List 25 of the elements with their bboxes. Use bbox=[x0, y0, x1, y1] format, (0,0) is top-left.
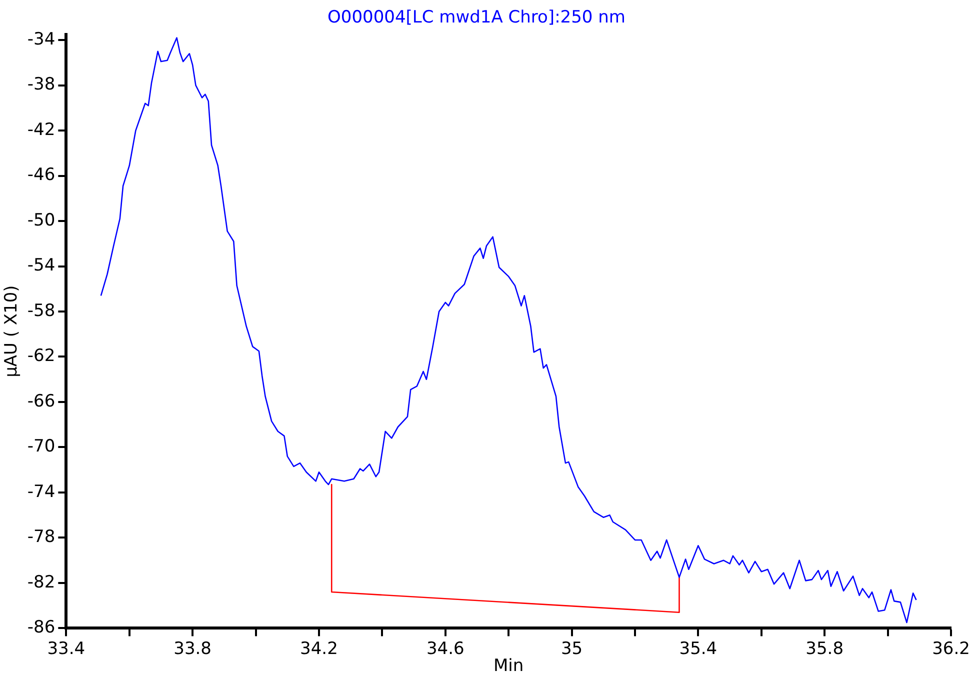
x-tick-label: 33.8 bbox=[174, 638, 212, 659]
y-tick-label: -74 bbox=[27, 482, 56, 502]
y-tick-label: -66 bbox=[27, 391, 56, 412]
y-tick-label: -86 bbox=[27, 618, 56, 638]
y-tick-label: -50 bbox=[27, 210, 56, 230]
y-tick-label: -42 bbox=[27, 120, 56, 140]
y-axis-title: µAU ( X10) bbox=[2, 285, 22, 378]
x-tick-label: 34.6 bbox=[426, 638, 464, 659]
y-tick-label: -54 bbox=[27, 256, 56, 276]
x-tick-label: 33.4 bbox=[47, 638, 86, 659]
x-axis-title: Min bbox=[493, 656, 524, 676]
y-tick-label: -34 bbox=[27, 29, 56, 50]
y-tick-label: -78 bbox=[27, 527, 56, 548]
y-tick-label: -58 bbox=[27, 300, 56, 321]
x-tick-label: 35 bbox=[560, 638, 583, 659]
y-tick-label: -38 bbox=[27, 74, 56, 95]
y-tick-label: -46 bbox=[27, 165, 56, 186]
chart-title: O000004[LC mwd1A Chro]:250 nm bbox=[328, 8, 626, 28]
x-tick-label: 34.2 bbox=[300, 638, 338, 659]
y-tick-label: -82 bbox=[27, 572, 56, 592]
x-tick-label: 36.2 bbox=[932, 638, 970, 659]
y-tick-label: -70 bbox=[27, 436, 56, 457]
y-tick-label: -62 bbox=[27, 346, 56, 366]
x-tick-label: 35.8 bbox=[806, 638, 844, 659]
x-tick-label: 35.4 bbox=[679, 638, 718, 659]
